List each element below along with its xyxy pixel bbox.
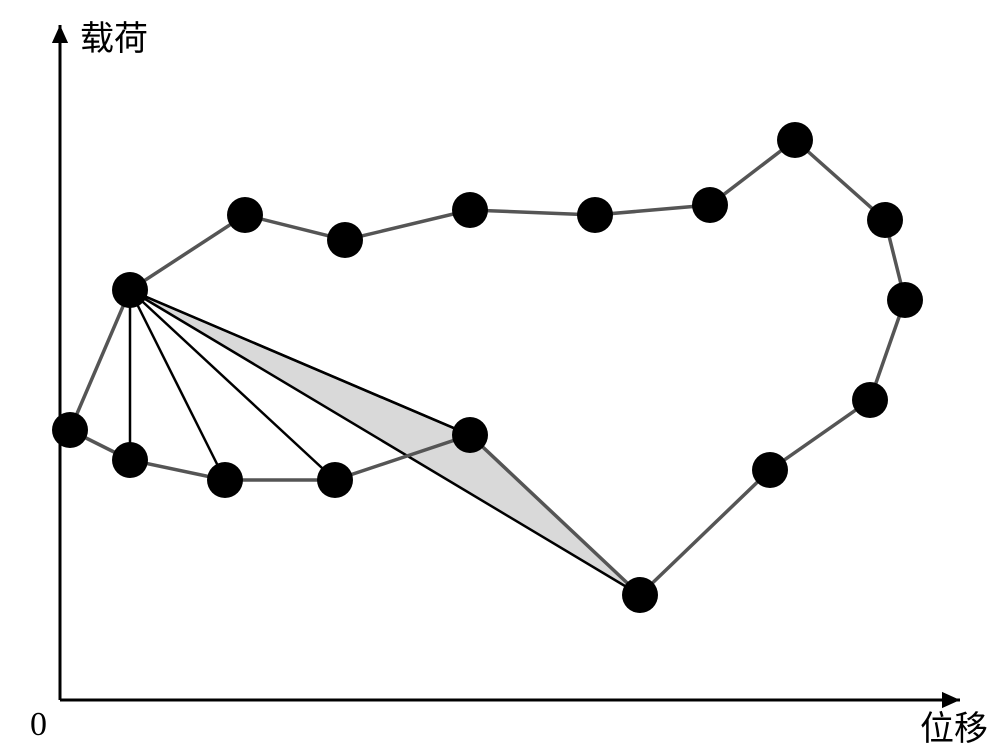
fan-line <box>130 290 470 435</box>
data-node <box>852 382 888 418</box>
data-node <box>327 222 363 258</box>
data-node <box>227 197 263 233</box>
y-axis-label: 载荷 <box>80 20 148 58</box>
x-axis-arrow <box>942 692 960 708</box>
data-node <box>777 122 813 158</box>
y-axis-arrow <box>52 25 68 43</box>
data-node <box>867 202 903 238</box>
data-node <box>692 187 728 223</box>
data-node <box>452 192 488 228</box>
data-node <box>52 412 88 448</box>
data-node <box>112 272 148 308</box>
data-node <box>622 577 658 613</box>
origin-label: 0 <box>30 706 47 743</box>
data-node <box>887 282 923 318</box>
data-node <box>207 462 243 498</box>
data-node <box>112 442 148 478</box>
diagram-canvas: 载荷位移 0 <box>0 0 1000 750</box>
data-node <box>577 197 613 233</box>
data-node <box>752 452 788 488</box>
data-node <box>452 417 488 453</box>
data-node <box>317 462 353 498</box>
x-axis-label: 位移 <box>920 710 988 748</box>
